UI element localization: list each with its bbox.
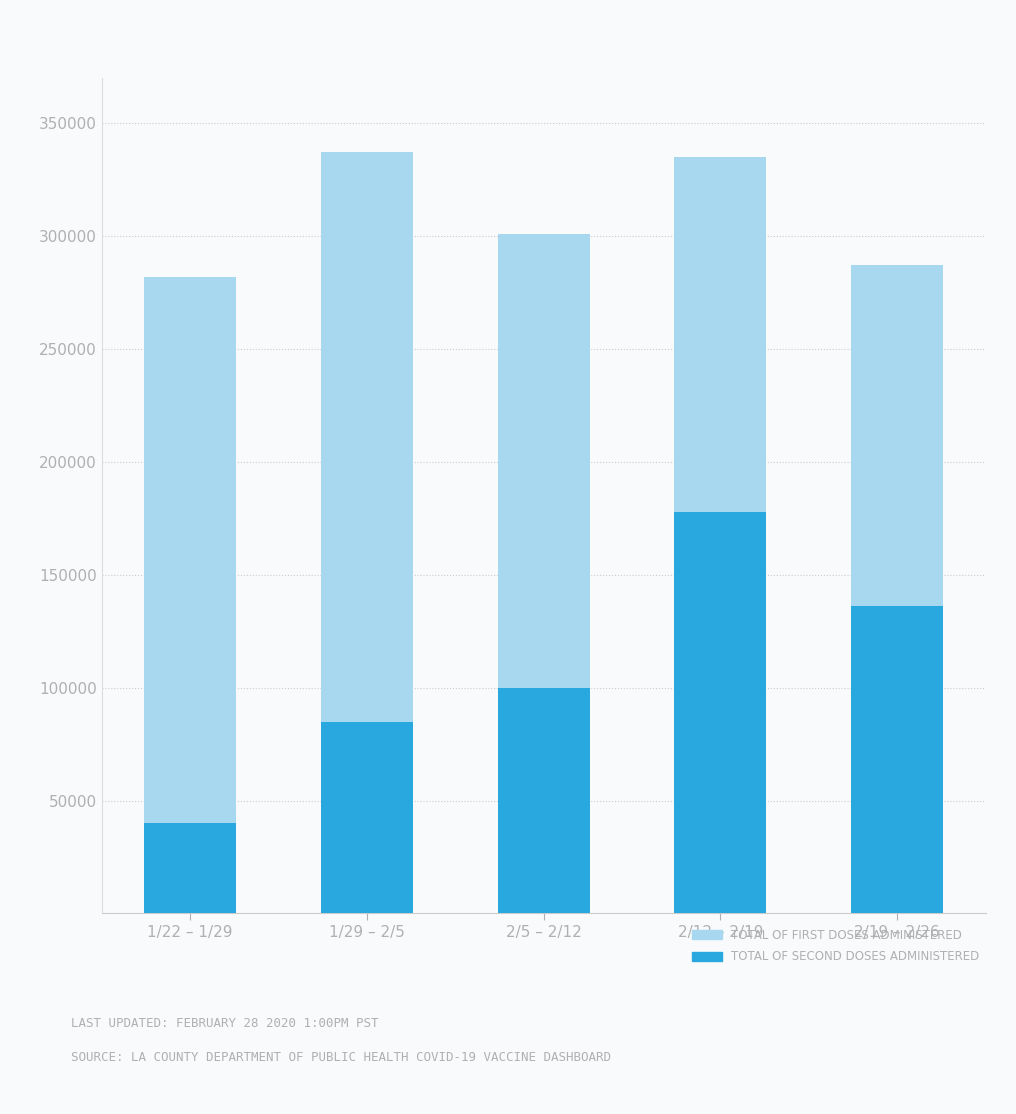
Bar [675, 157, 766, 511]
Text: LAST UPDATED: FEBRUARY 28 2020 1:00PM PST: LAST UPDATED: FEBRUARY 28 2020 1:00PM PS… [71, 1017, 379, 1030]
Bar [498, 234, 589, 687]
Bar [498, 687, 589, 913]
Legend: TOTAL OF FIRST DOSES ADMINISTERED, TOTAL OF SECOND DOSES ADMINISTERED: TOTAL OF FIRST DOSES ADMINISTERED, TOTAL… [693, 929, 979, 964]
Text: SOURCE: LA COUNTY DEPARTMENT OF PUBLIC HEALTH COVID-19 VACCINE DASHBOARD: SOURCE: LA COUNTY DEPARTMENT OF PUBLIC H… [71, 1051, 611, 1064]
Bar [675, 511, 766, 913]
Bar [321, 722, 412, 913]
Bar [851, 265, 943, 606]
Bar [144, 276, 236, 823]
Bar [851, 606, 943, 913]
Bar [321, 153, 412, 722]
Bar [144, 823, 236, 913]
